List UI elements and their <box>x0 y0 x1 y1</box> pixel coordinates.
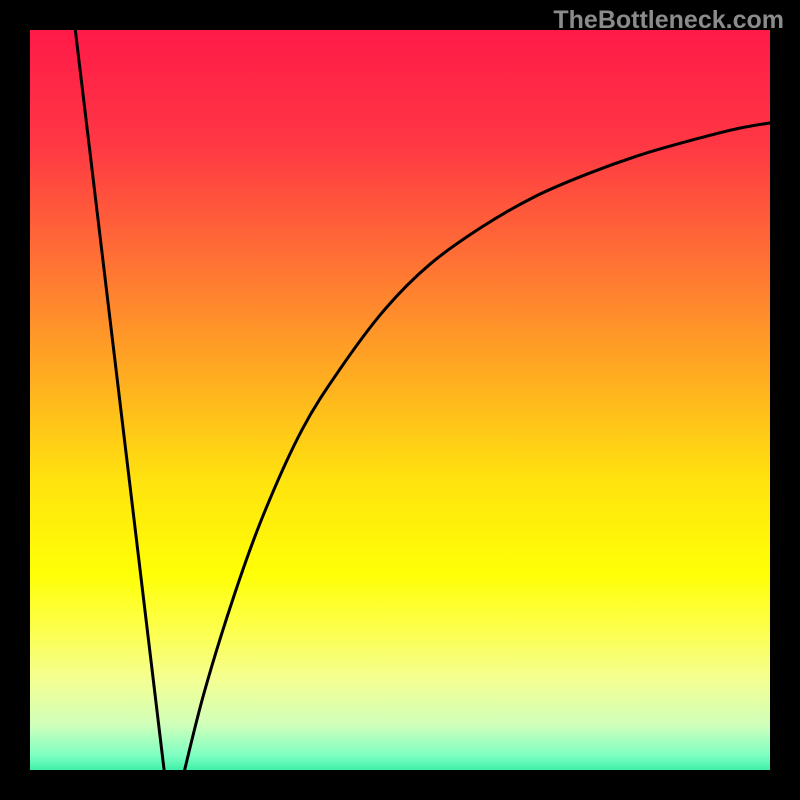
chart-svg <box>0 0 800 800</box>
gradient-background <box>30 30 785 785</box>
watermark-text: TheBottleneck.com <box>553 6 784 35</box>
chart-container: TheBottleneck.com <box>0 0 800 800</box>
